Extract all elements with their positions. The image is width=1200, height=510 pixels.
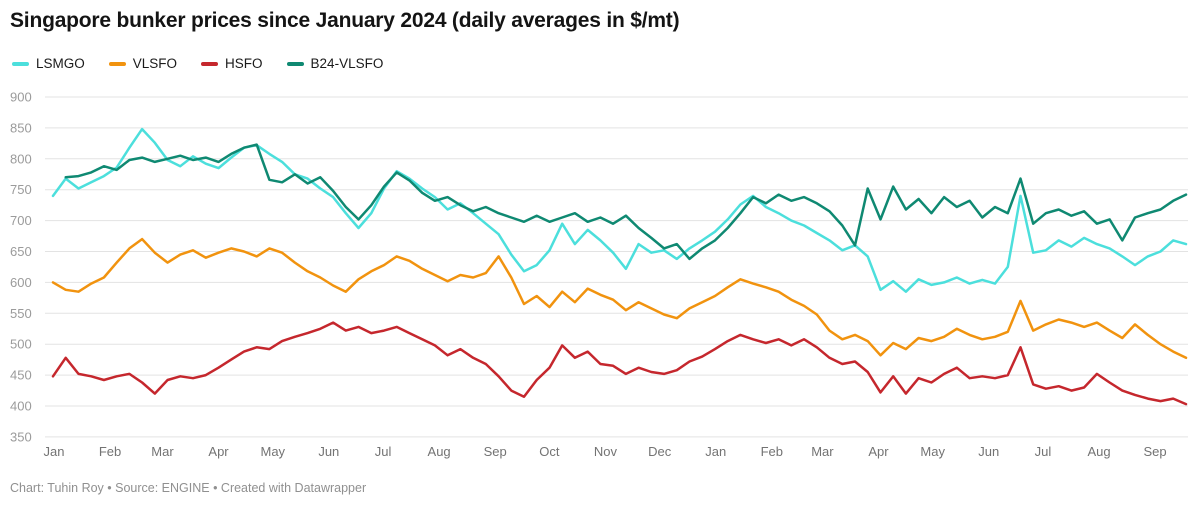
legend-label: VLSFO [132, 56, 178, 71]
legend-item-b24-vlsfo: B24-VLSFO [286, 56, 384, 71]
legend-item-vlsfo: VLSFO [108, 56, 178, 71]
series-line-hsfo [51, 321, 1188, 406]
legend: LSMGO VLSFO HSFO B24-VLSFO [12, 56, 383, 71]
y-axis-label: 850 [10, 120, 32, 135]
x-axis-label: Dec [648, 444, 672, 459]
y-axis-label: 600 [10, 275, 32, 290]
y-axis-label: 700 [10, 213, 32, 228]
y-axis-label: 750 [10, 182, 32, 197]
legend-swatch-vlsfo [108, 61, 126, 66]
legend-label: LSMGO [36, 56, 85, 71]
y-axis-label: 350 [10, 429, 32, 444]
y-axis-label: 900 [10, 90, 32, 105]
y-axis-label: 650 [10, 244, 32, 259]
legend-swatch-hsfo [201, 61, 219, 66]
x-axis-label: May [260, 444, 285, 459]
x-axis-label: May [920, 444, 945, 459]
x-axis-label: Jun [318, 444, 339, 459]
legend-item-hsfo: HSFO [201, 56, 263, 71]
x-axis-label: Jan [44, 444, 65, 459]
y-axis-label: 400 [10, 399, 32, 414]
x-axis-label: Sep [1144, 444, 1167, 459]
x-axis-label: Mar [811, 444, 834, 459]
legend-swatch-b24-vlsfo [286, 61, 304, 66]
series-line-vlsfo [51, 237, 1188, 360]
legend-swatch-lsmgo [12, 61, 29, 66]
x-axis-label: Feb [99, 444, 121, 459]
x-axis-label: Jun [978, 444, 999, 459]
legend-label: B24-VLSFO [310, 56, 384, 71]
y-axis-label: 500 [10, 337, 32, 352]
y-axis-label: 800 [10, 151, 32, 166]
x-axis-label: Jan [705, 444, 726, 459]
x-axis-label: Apr [208, 444, 229, 459]
x-axis-label: Mar [151, 444, 174, 459]
series-line-lsmgo [51, 127, 1188, 293]
y-axis-label: 550 [10, 306, 32, 321]
x-axis-label: Feb [761, 444, 783, 459]
chart-title: Singapore bunker prices since January 20… [10, 9, 680, 32]
x-axis-label: Apr [868, 444, 889, 459]
x-axis-label: Sep [484, 444, 507, 459]
x-axis-label: Jul [1035, 444, 1052, 459]
x-axis-label: Oct [539, 444, 560, 459]
series-line-b24-vlsfo [64, 143, 1188, 261]
y-axis-label: 450 [10, 368, 32, 383]
legend-item-lsmgo: LSMGO [12, 56, 85, 71]
legend-label: HSFO [225, 56, 263, 71]
attribution: Chart: Tuhin Roy • Source: ENGINE • Crea… [10, 481, 367, 495]
x-axis-label: Nov [594, 444, 618, 459]
x-axis-label: Aug [428, 444, 451, 459]
x-axis-label: Jul [375, 444, 392, 459]
price-line-chart: 900 850 800 750 700 650 600 550 500 450 400 350 Jan F… [10, 90, 1188, 459]
x-axis-label: Aug [1087, 444, 1110, 459]
